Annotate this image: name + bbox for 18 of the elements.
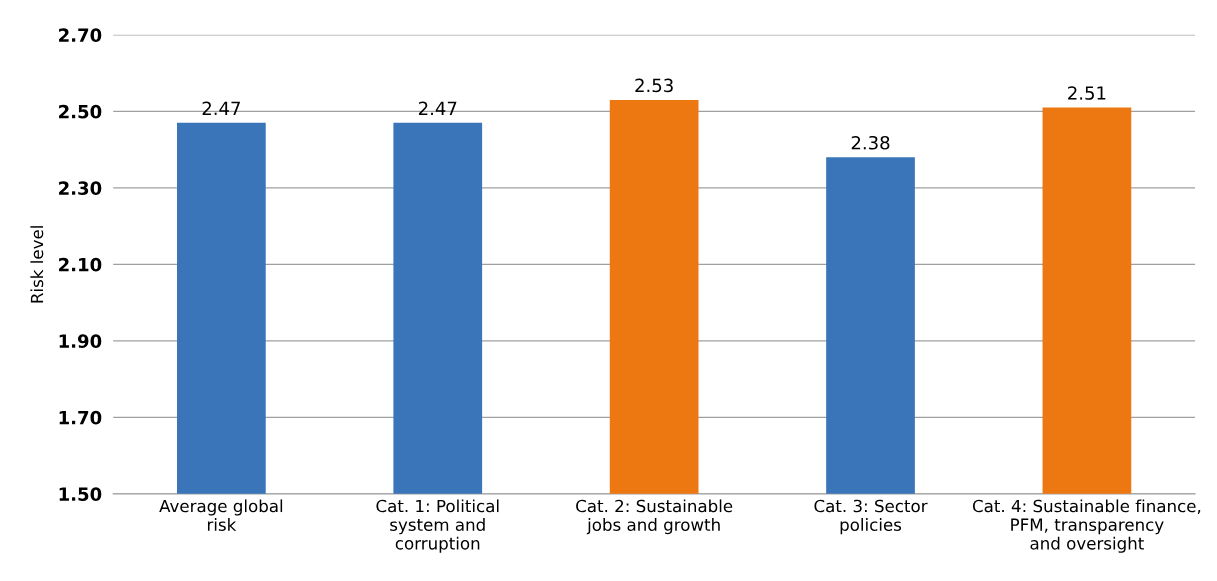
data-label: 2.51	[1068, 86, 1106, 100]
x-tick-label: Cat. 1: Political system and corruption	[376, 499, 499, 553]
data-label: 2.38	[851, 135, 890, 150]
x-tick-label: Average global risk	[159, 499, 283, 531]
x-tick-label: Cat. 4: Sustainable finance, PFM, transparency and oversight	[972, 499, 1201, 553]
x-tick-label: Cat. 3: Sector policies	[814, 499, 928, 535]
y-axis-title: Risk level	[30, 226, 44, 303]
y-tick-label: 2.10	[59, 257, 102, 272]
y-tick-label: 1.90	[59, 334, 102, 348]
data-label: 2.47	[202, 101, 240, 115]
y-tick-label: 1.50	[59, 487, 102, 501]
y-tick-label: 1.70	[59, 410, 102, 425]
data-label: 2.53	[635, 78, 673, 93]
y-tick-label: 2.30	[59, 181, 102, 195]
y-tick-label: 2.70	[59, 28, 102, 42]
x-tick-label: Cat. 2: Sustainable jobs and growth	[576, 499, 733, 535]
data-label: 2.47	[418, 101, 457, 115]
y-tick-label: 2.50	[59, 104, 102, 119]
